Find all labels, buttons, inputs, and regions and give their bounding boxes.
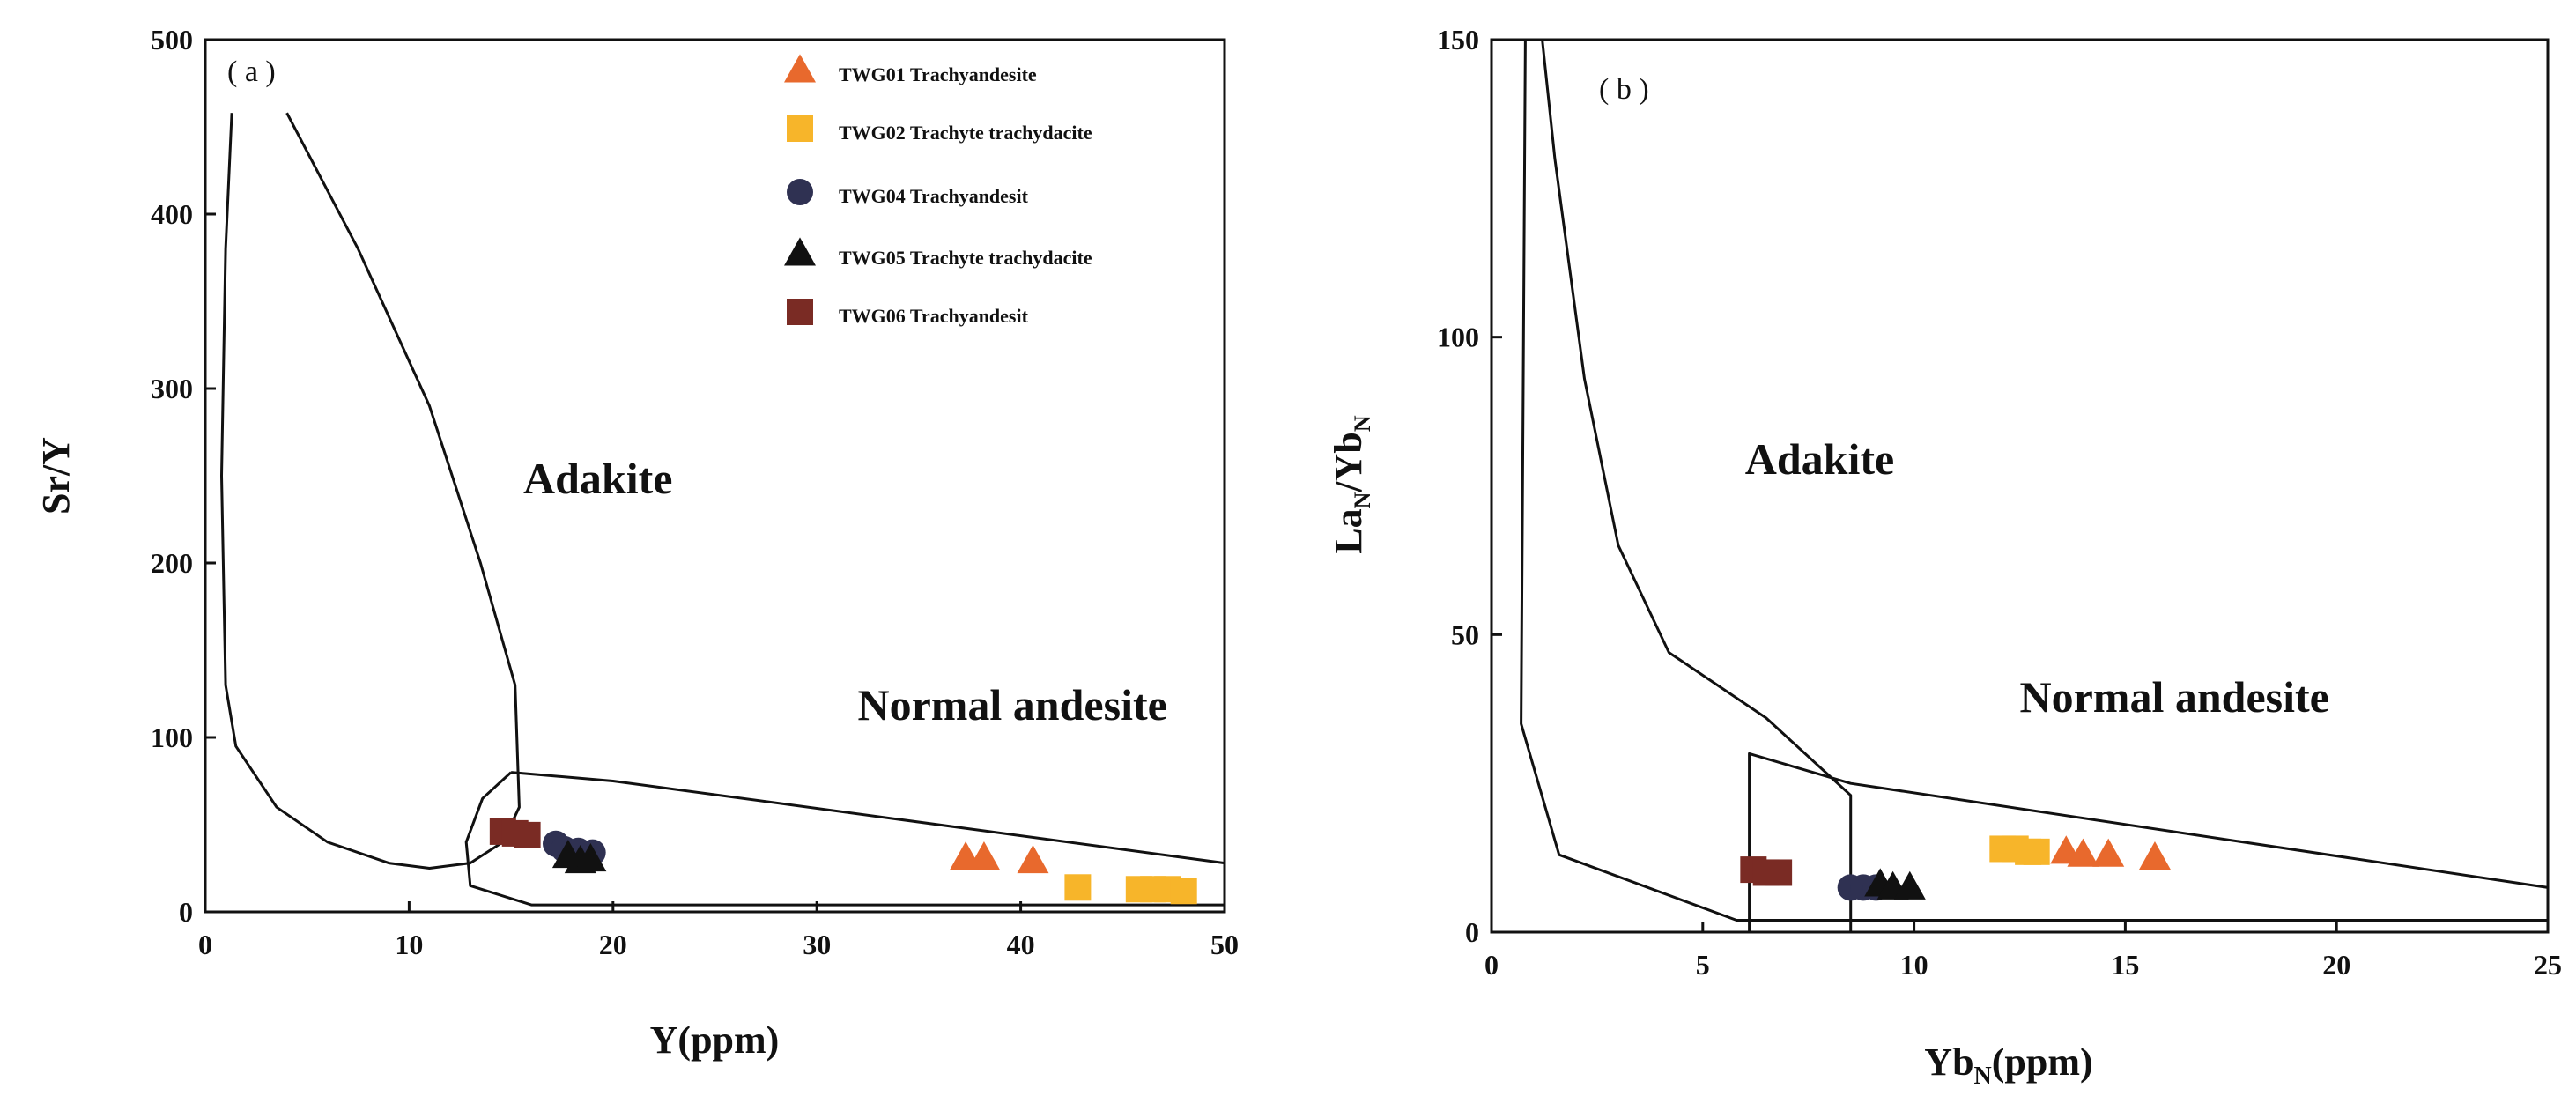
legend-marker-twg06 <box>787 299 813 325</box>
point-twg01 <box>2092 838 2125 867</box>
panel-b-x-axis-title-sub: N <box>1974 1063 1992 1090</box>
legend-label-twg02: TWG02 Trachyte trachydacite <box>839 122 1092 144</box>
point-twg02 <box>2023 838 2050 865</box>
legend-symbol-twg05 <box>784 237 816 266</box>
panel-a-label: ( a ) <box>227 56 276 88</box>
panel-a-x-axis-title: Y(ppm) <box>650 1018 780 1062</box>
point-twg05 <box>574 843 607 872</box>
panel-b-field-1 <box>1520 39 2548 922</box>
panel-a-normal-andesite-label: Normal andesite <box>857 680 1166 729</box>
panel-b-normal-andesite-label: Normal andesite <box>2020 672 2329 722</box>
legend-label-twg01: TWG01 Trachyandesite <box>839 63 1037 85</box>
y-tick-label: 50 <box>1451 618 1479 650</box>
legend-symbol-twg01 <box>784 54 816 83</box>
panel-b-points <box>1740 835 2171 901</box>
panel-b-fields <box>1520 39 2549 932</box>
panel-a-adakite-label: Adakite <box>523 454 672 503</box>
x-tick-label: 30 <box>803 929 831 960</box>
panel-a-fields <box>220 112 1226 907</box>
x-tick-label: 0 <box>1484 949 1499 981</box>
point-twg05 <box>1893 870 1926 900</box>
y-tick-label: 200 <box>151 547 193 579</box>
y-tick-label: 0 <box>179 896 193 928</box>
panel-b: 0 5 10 15 20 25 0 50 100 150 ( b ) Adakite Norma… <box>1327 24 2562 1090</box>
y-tick-label: 500 <box>151 24 193 56</box>
panel-b-label: ( b ) <box>1599 73 1649 106</box>
panel-a-frame <box>204 38 1226 914</box>
point-twg01 <box>2067 838 2099 867</box>
legend-item: TWG02 Trachyte trachydacite <box>787 115 1092 144</box>
panel-b-y-axis-title-sub2: N <box>1350 415 1375 432</box>
legend-symbol-twg02 <box>787 115 813 142</box>
x-tick-label: 25 <box>2534 949 2562 981</box>
x-tick-label: 15 <box>2111 949 2139 981</box>
y-tick-label: 150 <box>1437 24 1479 56</box>
panel-a-field-1 <box>464 771 1226 907</box>
panel-b-adakite-label: Adakite <box>1745 434 1894 484</box>
legend-item: TWG04 Trachyandesit <box>787 179 1029 207</box>
point-twg02 <box>1170 878 1197 905</box>
y-tick-label: 100 <box>151 722 193 753</box>
legend-item: TWG06 Trachyandesit <box>787 299 1029 327</box>
point-twg01 <box>2138 841 2171 870</box>
panel-b-field-2 <box>1748 752 2549 932</box>
point-twg01 <box>1017 844 1049 874</box>
x-tick-label: 20 <box>599 929 627 960</box>
point-twg06 <box>514 821 541 848</box>
x-tick-label: 0 <box>198 929 212 960</box>
x-tick-label: 20 <box>2322 949 2350 981</box>
x-tick-label: 10 <box>1900 949 1928 981</box>
panel-b-xticks: 0 5 10 15 20 25 <box>1484 922 2562 981</box>
y-tick-label: 400 <box>151 198 193 230</box>
point-twg06 <box>1765 859 1793 886</box>
legend-marker-twg02 <box>787 115 813 142</box>
x-tick-label: 50 <box>1210 929 1239 960</box>
panel-b-y-axis-title-sub1: N <box>1350 492 1375 508</box>
panel-b-x-axis-title: YbN(ppm) <box>1924 1040 2092 1090</box>
point-twg02 <box>1064 874 1092 901</box>
panel-a: 0 10 20 30 40 50 0 100 200 300 400 500 ( a ) Adaki… <box>34 24 1239 1062</box>
legend-label-twg05: TWG05 Trachyte trachydacite <box>839 247 1092 269</box>
y-tick-label: 0 <box>1465 916 1479 948</box>
legend-marker-twg01 <box>784 54 816 83</box>
x-tick-label: 40 <box>1007 929 1035 960</box>
point-twg01 <box>967 841 1000 870</box>
panel-a-xticks: 0 10 20 30 40 50 <box>198 901 1239 960</box>
legend-marker-twg04 <box>787 179 813 205</box>
x-tick-label: 10 <box>395 929 423 960</box>
legend-marker-twg05 <box>784 237 816 266</box>
y-tick-label: 300 <box>151 373 193 404</box>
panel-a-points <box>489 818 1197 905</box>
legend: TWG01 Trachyandesite TWG02 Trachyte trac… <box>784 54 1092 327</box>
y-tick-label: 100 <box>1437 322 1479 353</box>
x-tick-label: 5 <box>1696 949 1710 981</box>
legend-label-twg06: TWG06 Trachyandesit <box>839 305 1029 327</box>
panel-a-yticks: 0 100 200 300 400 500 <box>151 24 216 928</box>
panel-b-yticks: 0 50 100 150 <box>1437 24 1502 948</box>
panel-b-frame <box>1490 38 2550 934</box>
panel-b-y-axis-title: LaN/YbN <box>1327 415 1375 554</box>
panel-a-field-0 <box>220 112 521 870</box>
panel-b-x-axis-title-suffix: (ppm) <box>1992 1040 2093 1084</box>
panel-b-field-0 <box>1541 39 1853 932</box>
panel-b-y-axis-title-part2: /Yb <box>1327 432 1370 492</box>
legend-symbol-twg06 <box>787 299 813 325</box>
panel-b-y-axis-title-part1: La <box>1327 508 1370 553</box>
legend-symbol-twg04 <box>787 179 813 205</box>
legend-label-twg04: TWG04 Trachyandesit <box>839 185 1029 207</box>
panel-b-x-axis-title-main: Yb <box>1924 1040 1973 1084</box>
legend-item: TWG01 Trachyandesite <box>784 54 1037 85</box>
legend-item: TWG05 Trachyte trachydacite <box>784 237 1092 269</box>
panel-a-y-axis-title: Sr/Y <box>34 437 78 515</box>
